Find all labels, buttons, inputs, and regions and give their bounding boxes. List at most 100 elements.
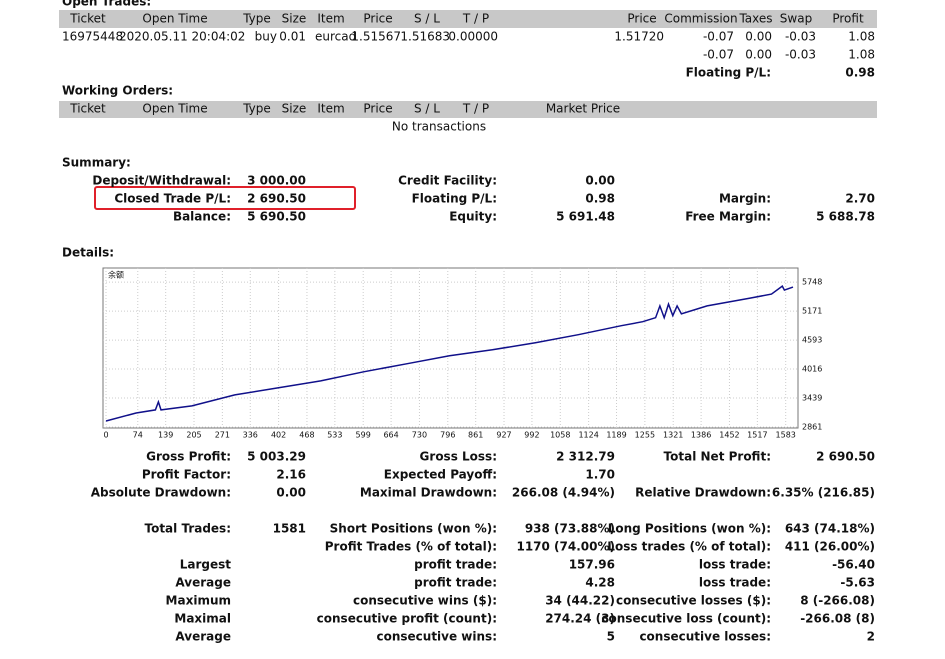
table-cell: 1.51683	[400, 30, 450, 44]
stat-label: Free Margin:	[685, 210, 771, 224]
stat-label: Gross Loss:	[420, 450, 497, 464]
stat-value: 6.35% (216.85)	[772, 486, 875, 500]
stat-label: Long Positions (won %):	[608, 522, 771, 536]
table-cell: 1.51720	[614, 30, 664, 44]
stat-label: Profit Trades (% of total):	[325, 540, 497, 554]
stat-label: profit trade:	[414, 576, 497, 590]
column-header: Open Time	[142, 12, 207, 26]
stat-label: Equity:	[449, 210, 497, 224]
stat-label: Floating P/L:	[412, 192, 497, 206]
stat-value: 938 (73.88%)	[525, 522, 615, 536]
x-tick-label: 1058	[550, 431, 570, 440]
table-cell: 0.01	[279, 30, 306, 44]
table-cell: -0.03	[785, 48, 816, 62]
stat-value: 1.70	[585, 468, 615, 482]
section-title: Summary:	[62, 156, 131, 170]
column-header: Size	[282, 102, 307, 116]
header-bar	[59, 10, 877, 28]
stat-label: Maximal Drawdown:	[360, 486, 497, 500]
stat-label: profit trade:	[414, 558, 497, 572]
stat-value: 2.70	[845, 192, 875, 206]
table-cell: eurcad	[315, 30, 356, 44]
section-title: Details:	[62, 246, 114, 260]
section-title: Open Trades:	[62, 0, 151, 9]
stat-label: Closed Trade P/L:	[114, 192, 231, 206]
stat-label: Expected Payoff:	[384, 468, 497, 482]
y-tick-label: 4016	[802, 365, 822, 374]
column-header: Commission	[664, 12, 737, 26]
column-header: Item	[317, 12, 344, 26]
stat-label: Average	[175, 630, 231, 644]
table-cell: -0.07	[703, 48, 734, 62]
stat-label: consecutive profit (count):	[317, 612, 497, 626]
stat-label: Maximum	[166, 594, 231, 608]
stat-value: 2 690.50	[816, 450, 875, 464]
x-tick-label: 927	[496, 431, 511, 440]
stat-value: 266.08 (4.94%)	[512, 486, 615, 500]
stat-label: loss trade:	[699, 558, 771, 572]
x-tick-label: 664	[383, 431, 398, 440]
x-tick-label: 1583	[776, 431, 796, 440]
x-tick-label: 205	[186, 431, 201, 440]
stat-value: 4.28	[585, 576, 615, 590]
stat-value: 2	[867, 630, 875, 644]
floating-label: Floating P/L:	[686, 66, 771, 80]
table-cell: 1.08	[848, 30, 875, 44]
y-tick-label: 4593	[802, 336, 822, 345]
stat-value: -56.40	[832, 558, 875, 572]
stat-value: 2.16	[276, 468, 306, 482]
stat-label: Average	[175, 576, 231, 590]
column-header: S / L	[414, 12, 440, 26]
column-header: Price	[363, 12, 392, 26]
stat-value: 1170 (74.00%)	[516, 540, 615, 554]
chart-label: 余额	[108, 270, 124, 280]
y-tick-label: 5171	[802, 307, 822, 316]
column-header: Swap	[780, 12, 812, 26]
floating-value: 0.98	[845, 66, 875, 80]
stat-label: Maximal	[174, 612, 231, 626]
stat-value: 5 691.48	[556, 210, 615, 224]
stat-label: Loss trades (% of total):	[607, 540, 771, 554]
stat-label: Balance:	[173, 210, 231, 224]
stat-label: Short Positions (won %):	[330, 522, 497, 536]
stat-value: 5 688.78	[816, 210, 875, 224]
x-tick-label: 1189	[606, 431, 626, 440]
stat-value: 274.24 (3)	[545, 612, 615, 626]
header-bar	[59, 101, 877, 118]
table-cell: -0.07	[703, 30, 734, 44]
column-header: Open Time	[142, 102, 207, 116]
table-cell: 0.00	[745, 30, 772, 44]
stat-value: 8 (-266.08)	[800, 594, 875, 608]
column-header: Price	[363, 102, 392, 116]
x-tick-label: 271	[215, 431, 230, 440]
stat-label: Absolute Drawdown:	[91, 486, 231, 500]
stat-label: Margin:	[719, 192, 771, 206]
column-header: Ticket	[69, 12, 106, 26]
x-tick-label: 336	[243, 431, 258, 440]
stat-value: 411 (26.00%)	[785, 540, 875, 554]
highlight-box	[94, 186, 356, 210]
table-cell: 0.00000	[448, 30, 498, 44]
stat-value: 5 003.29	[247, 450, 306, 464]
x-tick-label: 1255	[635, 431, 655, 440]
column-header: T / P	[462, 12, 489, 26]
x-tick-label: 599	[356, 431, 371, 440]
table-cell: 2020.05.11 20:04:02	[119, 30, 245, 44]
x-tick-label: 1124	[578, 431, 598, 440]
x-tick-label: 1321	[663, 431, 683, 440]
empty-note: No transactions	[392, 120, 486, 134]
balance-line	[105, 284, 794, 422]
stat-label: consecutive wins:	[376, 630, 497, 644]
stat-value: 0.00	[585, 174, 615, 188]
table-cell: buy	[255, 30, 277, 44]
stat-value: 0.98	[585, 192, 615, 206]
table-cell: 0.00	[745, 48, 772, 62]
table-cell: -0.03	[785, 30, 816, 44]
x-tick-label: 74	[133, 431, 143, 440]
stat-value: 2 690.50	[247, 192, 306, 206]
stat-label: consecutive loss (count):	[601, 612, 771, 626]
stat-label: Total Net Profit:	[664, 450, 771, 464]
stat-label: Credit Facility:	[398, 174, 497, 188]
column-header: Profit	[832, 12, 864, 26]
